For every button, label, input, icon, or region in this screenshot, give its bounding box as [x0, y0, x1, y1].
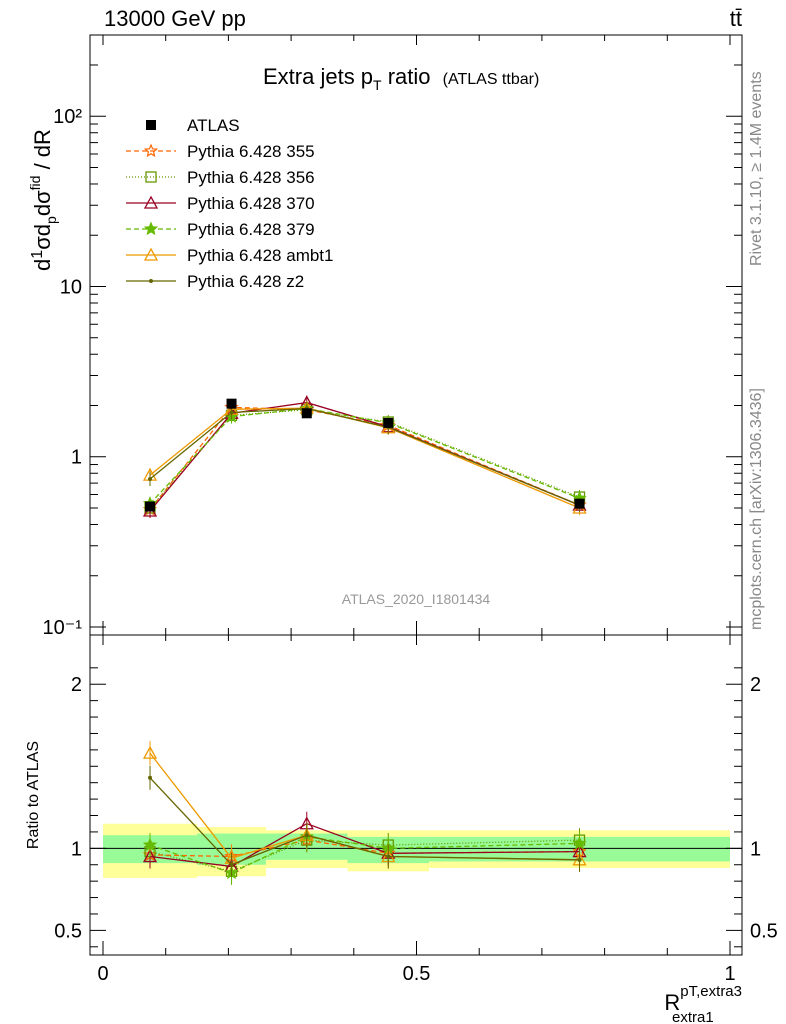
x-tick-label: 1 — [724, 963, 735, 985]
header-process-label: tt̄ — [730, 6, 742, 31]
rivet-version-label: Rivet 3.1.10, ≥ 1.4M events — [748, 71, 765, 266]
mcplots-source-label: mcplots.cern.ch [arXiv:1306.3436] — [748, 388, 765, 630]
x-tick-label: 0.5 — [403, 963, 431, 985]
series-point-ratio — [142, 837, 158, 852]
ratio-series-group — [142, 741, 587, 885]
axes-ticks: 0 0.5 1 10⁻¹ 1 10 10² 0.5 0.5 1 1 2 2 — [43, 34, 778, 985]
legend-entry-label: Pythia 6.428 355 — [187, 142, 315, 161]
series-line-main — [149, 409, 580, 509]
atlas-data-point — [383, 417, 394, 428]
series-point-ratio — [142, 849, 158, 863]
series-point-main — [148, 477, 153, 482]
atlas-data-point — [574, 498, 585, 509]
ratio-panel-frame — [89, 634, 743, 956]
ratio-y-tick-label-right: 2 — [750, 674, 761, 696]
legend-marker — [146, 120, 156, 130]
series-point-ratio — [142, 745, 158, 759]
analysis-id-label: ATLAS_2020_I1801434 — [342, 591, 491, 607]
series-line-main — [149, 407, 580, 509]
series-point-ratio — [148, 775, 153, 780]
series-point-ratio — [229, 862, 234, 867]
legend-marker — [143, 247, 159, 261]
legend-marker — [149, 279, 153, 283]
y-tick-label: 10⁻¹ — [43, 617, 83, 639]
ratio-uncertainty-bands — [103, 823, 730, 878]
legend: ATLAS Pythia 6.428 355 Pythia 6.428 356 Pyt… — [126, 116, 333, 291]
atlas-data-point — [226, 398, 237, 409]
series-point-ratio — [386, 854, 391, 859]
ratio-y-tick-label-right: 1 — [750, 838, 761, 860]
ratio-y-tick-label: 0.5 — [54, 920, 82, 942]
series-line-main — [149, 401, 580, 512]
svg-text:d1σdpdσfid / dR: d1σdpdσfid / dR — [27, 129, 59, 271]
x-axis-label: RpT,extra3 extra1 — [664, 983, 742, 1024]
ratio-y-tick-label-right: 0.5 — [750, 920, 778, 942]
atlas-data-point — [145, 501, 156, 512]
x-tick-label: 0 — [97, 963, 108, 985]
main-series-group — [142, 395, 587, 519]
main-y-axis-label: d1σdpdσfid / dR — [27, 129, 59, 271]
legend-marker — [143, 221, 159, 236]
legend-entry-label: Pythia 6.428 370 — [187, 194, 315, 213]
ratio-y-tick-label: 1 — [71, 838, 82, 860]
legend-entry-label: Pythia 6.428 356 — [187, 168, 315, 187]
plot-title: Extra jets pT ratio (ATLAS ttbar) — [263, 64, 539, 93]
legend-entry-label: Pythia 6.428 z2 — [187, 272, 304, 291]
legend-marker — [143, 143, 159, 158]
series-point-ratio — [304, 833, 309, 838]
legend-entry-label: Pythia 6.428 379 — [187, 220, 315, 239]
atlas-data-point — [301, 408, 312, 419]
y-tick-label: 10² — [53, 106, 82, 128]
legend-entry-label: ATLAS — [187, 116, 240, 135]
legend-marker — [145, 171, 157, 183]
legend-entry-label: Pythia 6.428 ambt1 — [187, 246, 333, 265]
header-energy-label: 13000 GeV pp — [104, 6, 246, 31]
series-point-main — [229, 410, 234, 415]
ratio-y-axis-label: Ratio to ATLAS — [25, 741, 42, 849]
ratio-y-tick-label: 2 — [71, 674, 82, 696]
series-point-ratio — [572, 835, 587, 850]
legend-marker — [143, 195, 159, 209]
y-tick-label: 10 — [60, 276, 82, 298]
series-point-ratio — [577, 857, 582, 862]
y-tick-label: 1 — [71, 447, 82, 469]
